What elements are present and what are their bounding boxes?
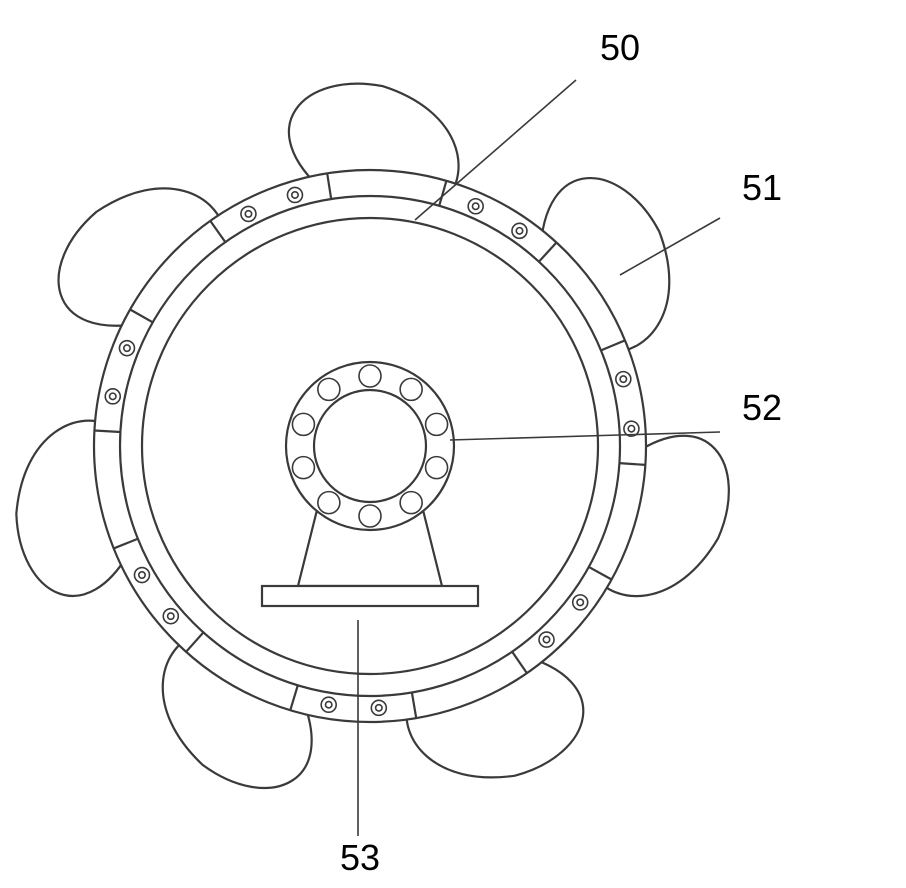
base-plate (262, 586, 478, 606)
label-l52-label: 52 (742, 387, 782, 428)
label-l53-label: 53 (340, 837, 380, 878)
bearing-ball (359, 365, 381, 387)
label-l50-label: 50 (600, 27, 640, 68)
bearing-inner-race (314, 390, 426, 502)
bearing-ball (292, 457, 314, 479)
bearing-ball (400, 492, 422, 514)
blade-root-edge (94, 431, 120, 432)
bearing-ball (292, 413, 314, 435)
bearing-ball (318, 378, 340, 400)
bearing-ball (426, 413, 448, 435)
bearing-ball (400, 378, 422, 400)
bearing-ball (426, 457, 448, 479)
bearing-ball (359, 505, 381, 527)
bearing-ball (318, 492, 340, 514)
label-l51-label: 51 (742, 167, 782, 208)
